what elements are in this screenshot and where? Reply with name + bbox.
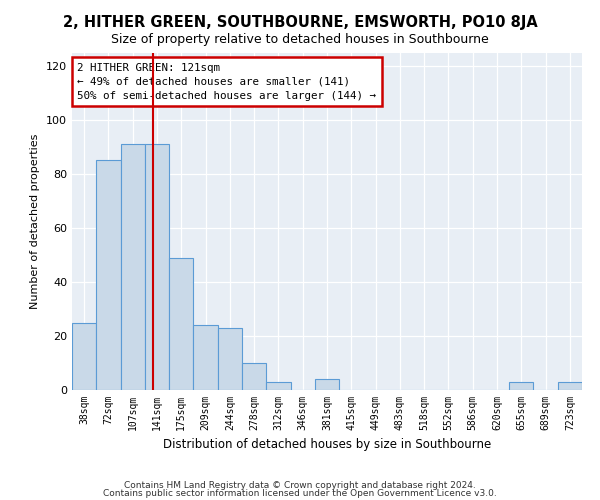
- Text: 2 HITHER GREEN: 121sqm
← 49% of detached houses are smaller (141)
50% of semi-de: 2 HITHER GREEN: 121sqm ← 49% of detached…: [77, 62, 376, 100]
- Bar: [509, 382, 533, 390]
- Bar: [72, 322, 96, 390]
- Bar: [266, 382, 290, 390]
- Text: Contains public sector information licensed under the Open Government Licence v3: Contains public sector information licen…: [103, 489, 497, 498]
- Y-axis label: Number of detached properties: Number of detached properties: [31, 134, 40, 309]
- Text: Size of property relative to detached houses in Southbourne: Size of property relative to detached ho…: [111, 32, 489, 46]
- Bar: [145, 144, 169, 390]
- Bar: [169, 258, 193, 390]
- Bar: [558, 382, 582, 390]
- Text: 2, HITHER GREEN, SOUTHBOURNE, EMSWORTH, PO10 8JA: 2, HITHER GREEN, SOUTHBOURNE, EMSWORTH, …: [62, 15, 538, 30]
- Bar: [193, 325, 218, 390]
- Bar: [121, 144, 145, 390]
- Bar: [315, 379, 339, 390]
- Bar: [96, 160, 121, 390]
- Bar: [242, 363, 266, 390]
- X-axis label: Distribution of detached houses by size in Southbourne: Distribution of detached houses by size …: [163, 438, 491, 452]
- Text: Contains HM Land Registry data © Crown copyright and database right 2024.: Contains HM Land Registry data © Crown c…: [124, 480, 476, 490]
- Bar: [218, 328, 242, 390]
